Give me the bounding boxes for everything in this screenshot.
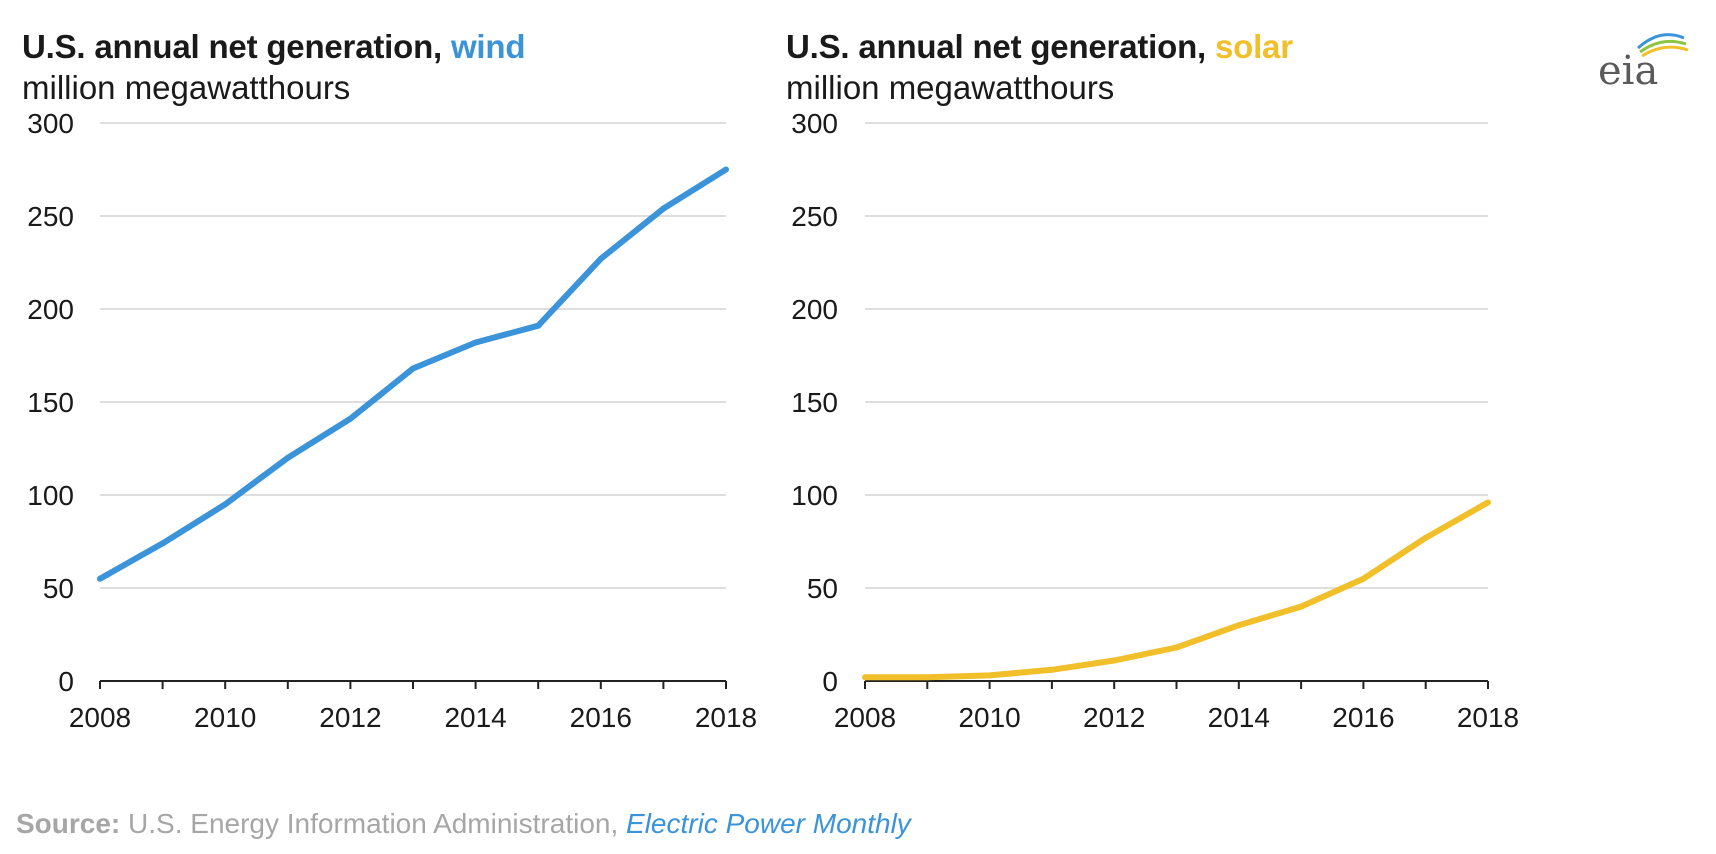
wind-chart: 0 50 100 150 200 250 300 2008 2010 2012 2014 2016 20…	[27, 108, 757, 733]
solar-y-tick-label-300: 300	[791, 108, 838, 139]
wind-y-tick-label-0: 0	[58, 666, 74, 697]
solar-y-tick-label-250: 250	[791, 201, 838, 232]
wind-point-2018	[723, 166, 729, 173]
solar-series-line	[865, 499, 1490, 681]
solar-point-2018	[1485, 499, 1491, 506]
source-label: Source:	[16, 808, 121, 839]
solar-point-2010	[986, 672, 993, 679]
wind-y-tick-label-150: 150	[27, 387, 74, 418]
solar-x-tick-label-2012: 2012	[1083, 702, 1145, 733]
wind-y-tick-label-100: 100	[27, 480, 74, 511]
wind-x-tick-label-2016: 2016	[570, 702, 632, 733]
solar-x-tick-label-2016: 2016	[1332, 702, 1394, 733]
solar-x-tick-label-2010: 2010	[958, 702, 1020, 733]
wind-y-tick-label-300: 300	[27, 108, 74, 139]
solar-point-2016	[1360, 575, 1367, 582]
wind-chart-subtitle: million megawatthours	[22, 69, 351, 106]
wind-series-line	[98, 166, 728, 582]
wind-point-2016	[597, 255, 604, 262]
solar-title-prefix: U.S. annual net generation,	[786, 28, 1215, 65]
source-link[interactable]: Electric Power Monthly	[626, 808, 911, 839]
solar-y-tick-label-200: 200	[791, 294, 838, 325]
solar-point-2008	[862, 674, 868, 681]
wind-y-tick-label-250: 250	[27, 201, 74, 232]
wind-point-2017	[660, 205, 667, 212]
wind-title-highlight: wind	[450, 28, 526, 65]
solar-x-tick-label-2018: 2018	[1457, 702, 1519, 733]
eia-logo-text: eia	[1598, 48, 1658, 90]
solar-point-2013	[1173, 644, 1180, 651]
wind-title-prefix: U.S. annual net generation,	[22, 28, 451, 65]
solar-point-2015	[1298, 603, 1305, 610]
solar-x-tick-label-2014: 2014	[1208, 702, 1270, 733]
solar-y-tick-label-100: 100	[791, 480, 838, 511]
wind-point-2014	[472, 339, 479, 346]
wind-x-tick-label-2008: 2008	[69, 702, 131, 733]
wind-point-2015	[535, 322, 542, 329]
wind-point-2010	[222, 501, 229, 508]
solar-x-tick-label-2008: 2008	[834, 702, 896, 733]
wind-x-tick-label-2010: 2010	[194, 702, 256, 733]
solar-y-tick-label-150: 150	[791, 387, 838, 418]
solar-title-highlight: solar	[1214, 28, 1293, 65]
eia-logo: eia	[1598, 33, 1689, 90]
solar-point-2009	[924, 674, 931, 681]
source-note: Source: U.S. Energy Information Administ…	[16, 808, 911, 840]
wind-x-tick-label-2014: 2014	[444, 702, 506, 733]
wind-point-2011	[284, 454, 291, 461]
wind-point-2012	[347, 415, 354, 422]
solar-chart-title: U.S. annual net generation, solar	[786, 28, 1293, 66]
charts-canvas: 0 50 100 150 200 250 300 2008 2010 2012 2014 2016 20…	[27, 108, 1519, 733]
wind-y-tick-label-50: 50	[43, 573, 74, 604]
wind-point-2009	[159, 540, 166, 547]
solar-chart: 0 50 100 150 200 250 300 2008 2010 2012 2014 2016 20…	[791, 108, 1519, 733]
solar-point-2014	[1235, 622, 1242, 629]
solar-y-tick-label-0: 0	[822, 666, 838, 697]
wind-y-tick-label-200: 200	[27, 294, 74, 325]
solar-point-2011	[1048, 666, 1055, 673]
solar-chart-subtitle: million megawatthours	[786, 69, 1115, 106]
solar-point-2012	[1111, 657, 1118, 664]
solar-point-2017	[1422, 534, 1429, 541]
wind-x-tick-label-2018: 2018	[695, 702, 757, 733]
wind-chart-title: U.S. annual net generation, wind	[22, 28, 526, 66]
solar-y-tick-label-50: 50	[807, 573, 838, 604]
wind-x-tick-label-2012: 2012	[319, 702, 381, 733]
source-text: U.S. Energy Information Administration,	[120, 808, 627, 839]
wind-point-2008	[97, 575, 103, 582]
wind-point-2013	[410, 365, 416, 372]
